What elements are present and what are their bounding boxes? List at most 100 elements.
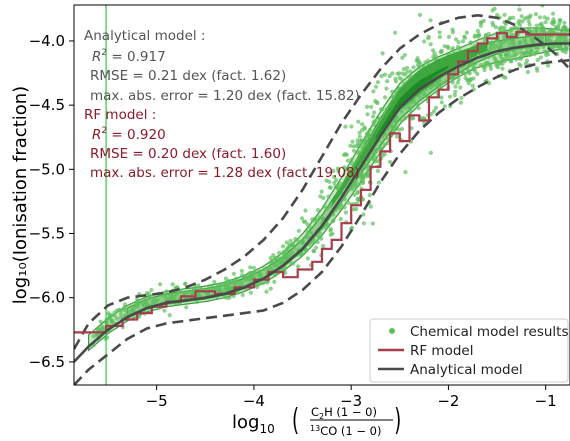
scatter-point: [359, 145, 364, 150]
scatter-point: [315, 233, 320, 238]
scatter-point: [358, 171, 363, 176]
scatter-point: [525, 69, 531, 75]
scatter-point: [231, 271, 236, 276]
scatter-point: [507, 55, 512, 60]
scatter-point: [288, 238, 293, 243]
scatter-point: [122, 302, 128, 307]
scatter-point: [342, 165, 347, 170]
scatter-point: [375, 168, 380, 173]
scatter-point: [326, 194, 331, 199]
scatter-point: [355, 138, 360, 143]
scatter-point: [453, 84, 458, 89]
analytical-title: Analytical model :: [84, 28, 205, 44]
scatter-point: [428, 42, 433, 47]
scatter-point: [167, 296, 172, 301]
scatter-point: [337, 206, 342, 211]
scatter-point: [281, 244, 286, 249]
scatter-point: [170, 282, 175, 287]
scatter-point: [446, 34, 451, 40]
scatter-point: [272, 279, 277, 284]
scatter-point: [472, 34, 477, 39]
x-tick-label: −5: [146, 392, 168, 410]
scatter-point: [206, 286, 211, 291]
scatter-point: [447, 94, 453, 99]
scatter-point: [375, 80, 380, 85]
scatter-point: [124, 311, 129, 316]
scatter-point: [372, 110, 377, 115]
scatter-point: [380, 51, 385, 56]
scatter-point: [371, 122, 377, 127]
scatter-point: [361, 141, 366, 146]
scatter-point: [405, 65, 410, 71]
scatter-point: [271, 253, 276, 258]
scatter-point: [517, 5, 522, 7]
scatter-point: [330, 219, 335, 224]
scatter-point: [490, 8, 495, 13]
scatter-point: [445, 44, 450, 49]
scatter-point: [393, 90, 398, 95]
scatter-point: [540, 5, 545, 8]
scatter-point: [415, 101, 420, 106]
scatter-point: [500, 66, 505, 71]
rf-rmse: RMSE = 0.20 dex (fact. 1.60): [90, 146, 286, 162]
scatter-point: [112, 310, 117, 315]
scatter-point: [393, 120, 398, 125]
scatter-point: [443, 79, 448, 84]
scatter-point: [365, 133, 370, 138]
scatter-point: [351, 148, 357, 153]
scatter-point: [230, 285, 235, 290]
scatter-point: [497, 45, 502, 50]
scatter-point: [365, 171, 370, 176]
scatter-point: [158, 282, 163, 287]
scatter-point: [417, 12, 423, 17]
scatter-point: [360, 122, 365, 127]
scatter-point: [147, 295, 152, 300]
scatter-point: [514, 51, 519, 57]
x-tick-label: −3: [340, 392, 362, 410]
scatter-point: [314, 218, 319, 223]
scatter-point: [251, 265, 256, 270]
legend-label-rf: RF model: [410, 343, 473, 359]
scatter-point: [408, 69, 413, 74]
scatter-point: [562, 20, 567, 25]
scatter-point: [437, 82, 442, 87]
scatter-point: [455, 80, 460, 85]
scatter-point: [522, 52, 527, 57]
scatter-point: [517, 7, 522, 12]
scatter-point: [558, 18, 563, 23]
scatter-point: [296, 239, 301, 244]
scatter-point: [538, 55, 544, 60]
scatter-point: [328, 228, 333, 233]
scatter-point: [278, 257, 283, 262]
scatter-point: [482, 67, 487, 73]
scatter-point: [342, 205, 347, 210]
scatter-point: [117, 307, 122, 312]
scatter-point: [508, 15, 513, 21]
scatter-point: [391, 125, 396, 130]
scatter-point: [426, 36, 431, 41]
scatter-point: [355, 190, 360, 195]
scatter-point: [490, 23, 496, 28]
scatter-point: [532, 27, 538, 32]
scatter-point: [360, 174, 365, 179]
scatter-point: [342, 197, 347, 202]
x-tick-label: −4: [243, 392, 265, 410]
x-axis-label-log: log10: [232, 412, 275, 436]
scatter-point: [189, 290, 194, 295]
scatter-point: [559, 28, 564, 33]
scatter-point: [235, 290, 240, 295]
scatter-point: [502, 28, 507, 33]
legend: Chemical model results RF model Analytic…: [369, 318, 569, 383]
scatter-point: [124, 308, 129, 313]
scatter-point: [493, 60, 498, 65]
scatter-point: [507, 41, 512, 46]
scatter-point: [292, 245, 297, 250]
scatter-point: [399, 77, 404, 82]
scatter-point: [369, 156, 374, 161]
scatter-point: [385, 136, 390, 141]
scatter-point: [268, 286, 273, 291]
scatter-point: [456, 40, 461, 45]
x-axis-label-paren-left: (: [292, 402, 299, 437]
scatter-point: [442, 104, 447, 109]
